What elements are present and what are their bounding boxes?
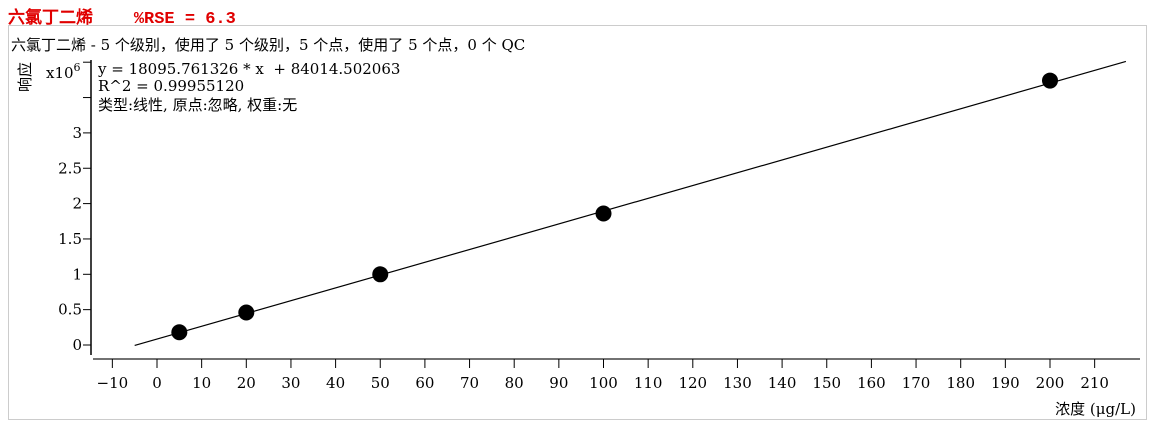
rse-value: %RSE = 6.3 [133,10,236,29]
x-tick-label: 0 [152,374,162,392]
compound-name: 六氯丁二烯 [8,10,93,29]
data-point [595,205,612,222]
x-tick-label: 10 [192,374,211,392]
y-tick-label: 2.5 [58,159,82,177]
x-tick-label: 30 [281,374,300,392]
chart-title: 六氯丁二烯 - 5 个级别，使用了 5 个级别，5 个点，使用了 5 个点，0 … [11,36,525,54]
x-tick-label: 170 [902,374,931,392]
fit-line [134,60,1127,347]
y-axis-label: 响应 [16,62,34,92]
y-tick-label: 2 [72,195,82,213]
y-scale-label: x106 [46,61,81,82]
x-tick-label: 80 [505,374,524,392]
x-tick-label: 70 [460,374,479,392]
x-tick-label: −10 [97,374,129,392]
x-axis-label: 浓度 (μg/L) [1055,400,1136,418]
chart-frame [8,25,1147,420]
r-squared: R^2 = 0.99955120 [98,77,244,95]
x-tick-label: 160 [857,374,886,392]
data-point [372,266,389,283]
x-tick-label: 60 [415,374,434,392]
chart-header: 六氯丁二烯 %RSE = 6.3 [8,3,236,29]
data-point [171,324,188,341]
fit-equation: y = 18095.761326 * x + 84014.502063 [97,60,400,78]
x-tick-label: 50 [371,374,390,392]
y-tick-label: 0.5 [58,301,82,319]
data-point [1042,72,1058,89]
x-tick-label: 210 [1080,374,1109,392]
x-tick-label: 100 [589,374,618,392]
fit-info: 类型:线性, 原点:忽略, 权重:无 [98,96,297,114]
y-tick-label: 0 [72,336,82,354]
x-tick-label: 20 [237,374,256,392]
x-tick-label: 150 [812,374,841,392]
data-point [238,304,255,321]
x-tick-label: 110 [634,374,663,392]
x-tick-label: 90 [549,374,568,392]
y-tick-label: 1.5 [58,230,82,248]
x-tick-label: 180 [946,374,975,392]
x-tick-label: 120 [678,374,707,392]
x-tick-label: 200 [1036,374,1065,392]
y-tick-label: 1 [72,265,82,283]
x-tick-label: 140 [768,374,797,392]
x-tick-label: 130 [723,374,752,392]
y-tick-label: 3 [72,124,82,142]
x-tick-label: 190 [991,374,1020,392]
x-tick-label: 40 [326,374,345,392]
